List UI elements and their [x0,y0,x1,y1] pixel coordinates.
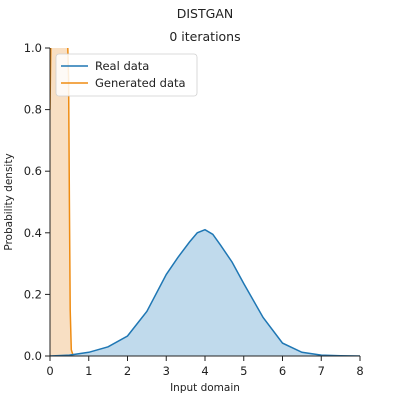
y-tick-label: 0.8 [24,103,42,117]
x-tick-label: 8 [356,364,363,378]
x-ticks: 0 1 2 3 4 5 6 7 8 [46,356,364,378]
x-tick-label: 3 [163,364,170,378]
legend-label-generated-data: Generated data [95,76,186,90]
y-tick-label: 0.0 [24,349,42,363]
series-area-generated-data [50,48,74,356]
legend: Real data Generated data [55,53,198,97]
legend-label-real-data: Real data [95,59,149,73]
y-ticks: 0.0 0.2 0.4 0.6 0.8 1.0 [24,41,50,363]
x-tick-label: 1 [85,364,92,378]
series-line-generated-data [50,48,75,356]
y-tick-label: 0.6 [24,164,42,178]
x-tick-label: 0 [46,364,53,378]
series-area-real-data [50,229,360,356]
y-tick-label: 0.4 [24,226,42,240]
series-line-real-data [50,228,360,356]
y-axis-label: Probability density [3,153,15,250]
chart-title: DISTGAN [177,6,233,21]
x-tick-label: 2 [124,364,131,378]
x-tick-label: 6 [279,364,286,378]
legend-box [55,53,198,97]
x-tick-label: 7 [318,364,325,378]
series-layer [50,48,360,356]
y-tick-label: 1.0 [24,41,42,55]
chart-subtitle: 0 iterations [169,29,240,44]
x-tick-label: 4 [201,364,208,378]
y-tick-label: 0.2 [24,287,42,301]
x-axis-label: Input domain [170,382,240,394]
x-tick-label: 5 [240,364,247,378]
